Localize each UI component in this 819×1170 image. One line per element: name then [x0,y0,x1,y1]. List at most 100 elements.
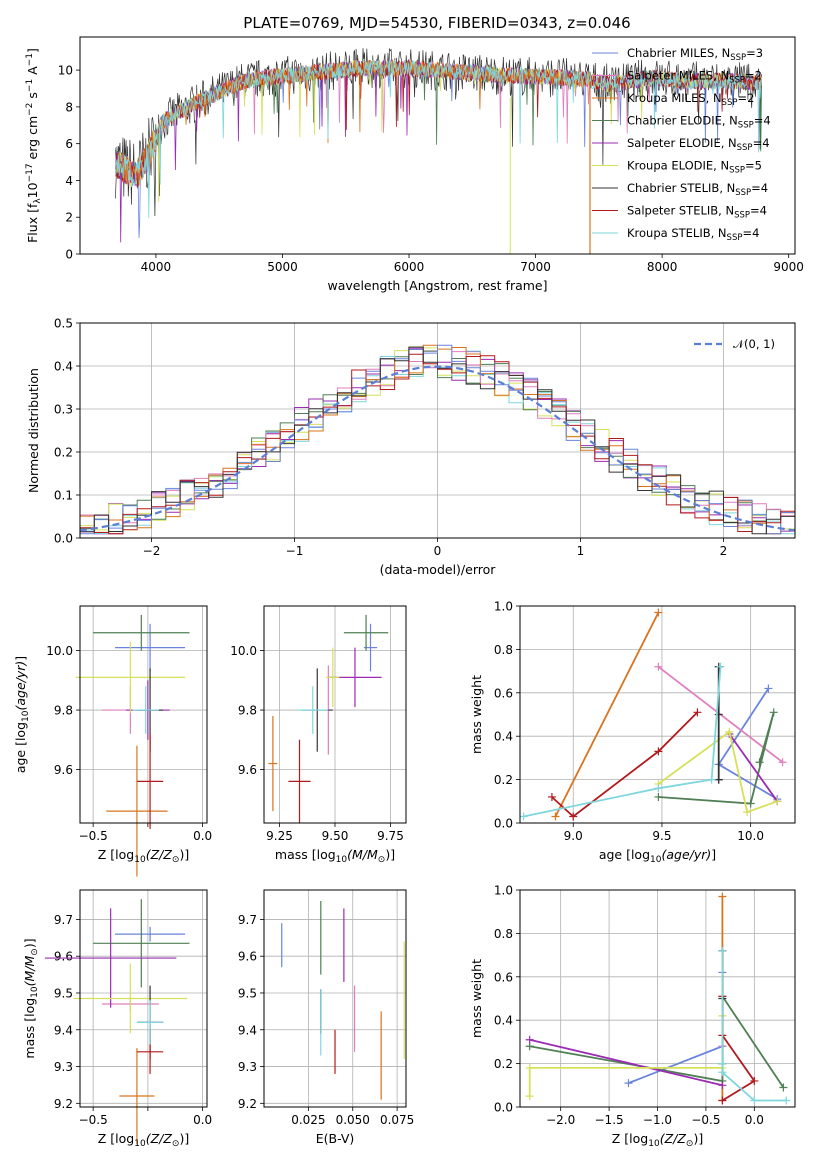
y-tick-label: 9.6 [238,763,257,777]
legend-label: Chabrier MILES, N [627,46,730,60]
y-tick-label: 0.2 [494,773,513,787]
weight-line-8 [523,666,722,818]
spectrum-line-8 [115,59,762,219]
weight-marker [654,608,663,617]
x-axis-label: Z [log10(Z/Z⊙)] [98,847,189,865]
axes-frame [79,36,796,255]
y-axis-label-math: (M/M [22,956,37,987]
x-axis-label-math: (Z/Z [146,1131,173,1146]
y-axis-label: mass weight [469,959,484,1038]
legend-subscript: SSP [738,121,754,131]
y-tick-label: 0.4 [54,360,73,374]
x-tick-label: 9.50 [322,829,349,843]
weight-vs-Z-panel: −2.0 −1.5 −1.0 −0.5 0.0 0.0 0.2 0.4 0.6 0.8 1.0 Z [… [469,884,796,1149]
y-tick-label: 9.3 [238,1060,257,1074]
x-axis-label-text: Z [log [98,1131,134,1146]
y-tick-label: 1.0 [494,884,513,898]
weight-marker [519,812,528,821]
y-tick-label: 6 [65,137,73,151]
spectrum-panel: 4000 5000 6000 7000 8000 9000 0 2 4 6 8 10 wavelengt… [25,36,804,293]
weight-line-3 [658,712,775,805]
y-axis-label: age [log10(age/yr)] [13,656,31,773]
y-axis-label-math: −2 [25,103,35,116]
x-tick-label: 0.025 [291,1113,325,1127]
x-axis-label-math: 10 [650,855,662,865]
x-axis-label-math: )] [385,847,395,862]
x-tick-label: 0.050 [336,1113,370,1127]
weight-marker [773,797,782,806]
legend-subscript: SSP [729,76,745,86]
weight-marker [707,775,716,784]
x-axis-label-math: )] [179,847,189,862]
y-axis-label-math: 10 [25,182,40,198]
weight-marker [624,1079,633,1088]
legend-label: Salpeter STELIB, N [627,204,734,218]
x-axis-label-text: Z [log [612,1131,648,1146]
weight-marker [718,1059,727,1068]
axes-frame [519,889,796,1108]
legend-count: =4 [754,114,771,128]
figure-title: PLATE=0769, MJD=54530, FIBERID=0343, z=0… [243,14,630,32]
legend-count: =2 [737,91,754,105]
y-tick-label: 8 [65,100,73,114]
x-axis-label-math: )] [693,1131,703,1146]
y-tick-label: 0.1 [54,489,73,503]
y-axis-label-text: age [log [13,722,28,773]
x-axis-label-math: 10 [134,855,146,865]
y-tick-label: 0.2 [54,446,73,460]
y-tick-label: 9.4 [54,1023,73,1037]
histogram-series-6 [80,346,795,535]
y-tick-label: 9.6 [238,950,257,964]
x-axis-label-math: 10 [336,855,348,865]
y-tick-label: 9.5 [54,986,73,1000]
x-tick-label: 9000 [773,260,804,274]
x-axis-label-math: 10 [648,1139,660,1149]
y-axis-label-math: λ [33,198,43,204]
x-axis-label-math: ⊙ [686,1139,694,1149]
weight-marker [743,808,752,817]
legend-entry: Kroupa STELIB, NSSP=4 [627,226,759,243]
y-axis-label-math: ⊙ [30,948,40,956]
y-tick-label: 0.6 [494,686,513,700]
y-axis-label-text: Flux [f [25,203,40,243]
y-axis-label-math: erg cm [25,116,40,164]
x-axis-label: Z [log10(Z/Z⊙)] [98,1131,189,1149]
weight-marker [654,747,663,756]
x-tick-label: 6000 [394,260,425,274]
y-axis-label-math: )] [22,938,37,948]
y-axis-label: Flux [fλ10−17 erg cm−2 s−1 A−1] [25,48,43,243]
x-tick-label: 9.0 [564,829,583,843]
weight-marker [718,946,727,955]
y-tick-label: 9.2 [54,1097,73,1111]
y-tick-label: 0.5 [54,317,73,331]
legend-label: Chabrier ELODIE, N [627,114,738,128]
y-tick-label: 9.7 [238,913,257,927]
legend-subscript: SSP [737,143,753,153]
x-axis-label: E(B-V) [316,1131,355,1146]
weight-marker [654,662,663,671]
weight-vs-age-panel: 9.0 9.5 10.0 0.0 0.2 0.4 0.6 0.8 1.0 age [log10(a… [469,600,796,865]
weight-line-0 [717,688,778,800]
x-tick-label: −0.5 [691,1113,720,1127]
residuals-panel: −2 −1 0 1 2 0.0 0.1 0.2 0.3 0.4 0.5 (data-model)/er… [26,317,796,577]
weight-marker [525,1063,534,1072]
x-tick-label: 10.0 [737,829,764,843]
y-axis-label-text: Normed distribution [26,368,41,493]
y-tick-label: 0.0 [494,817,513,831]
y-axis-label-math: 10 [21,710,31,722]
weight-line-7 [551,711,699,818]
x-tick-label: 0 [434,544,442,558]
y-tick-label: 9.2 [238,1097,257,1111]
weight-marker [547,792,556,801]
y-tick-label: 9.7 [54,913,73,927]
x-axis-label-math: ] [711,847,716,862]
x-axis-label-text: E(B-V) [316,1131,355,1146]
legend-count: =2 [745,69,762,83]
weight-marker [782,1096,791,1105]
age-vs-mass-panel: 9.25 9.50 9.75 9.6 9.8 10.0 mass [log10(M/M⊙)] [230,605,407,865]
y-tick-label: 9.5 [238,986,257,1000]
y-tick-label: 9.6 [54,950,73,964]
axes-frame [79,605,208,824]
y-axis-label-math: 10 [30,986,40,998]
axes-frame [263,605,407,824]
